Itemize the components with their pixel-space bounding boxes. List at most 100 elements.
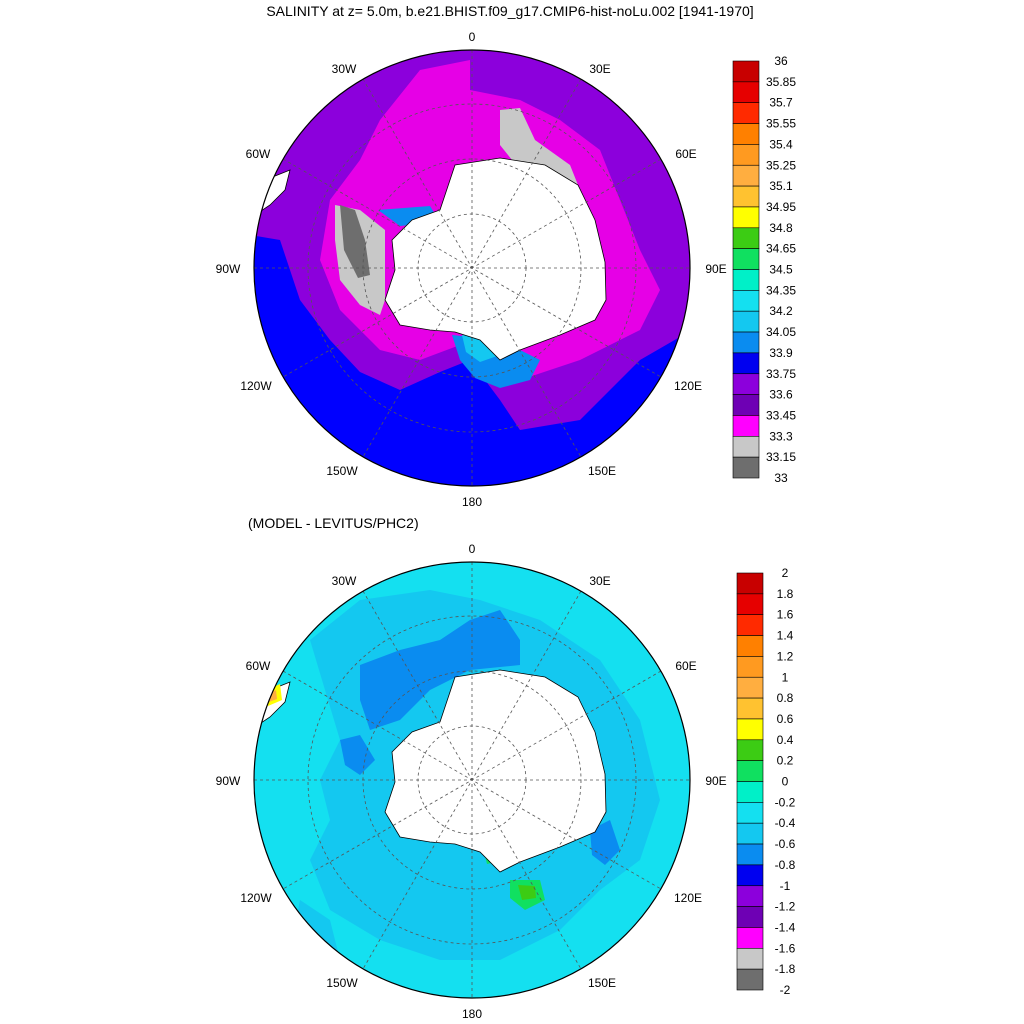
colorbar-swatch: [732, 415, 760, 437]
colorbar-swatch: [732, 123, 760, 145]
lon-label-30w: 30W: [332, 574, 357, 588]
colorbar-level-label: 0.2: [777, 754, 794, 768]
lon-label-30w: 30W: [332, 62, 357, 76]
colorbar-swatch: [732, 206, 760, 229]
colorbar-level-label: 34.05: [766, 325, 796, 339]
colorbar-swatch: [736, 864, 764, 887]
lon-label-180: 180: [462, 495, 482, 509]
lon-label-120w: 120W: [240, 379, 272, 393]
lon-label-120w: 120W: [240, 891, 272, 905]
antarctica-landmass: [384, 157, 607, 361]
lon-label-180: 180: [462, 1007, 482, 1021]
colorbar-level-label: 35.85: [766, 75, 796, 89]
lon-label-0: 0: [469, 30, 476, 44]
salinity-lon-labels: 0 30E 60E 90E 120E 150E 180 150W 120W 90…: [216, 30, 727, 509]
colorbar-swatch: [732, 310, 760, 333]
colorbar-swatch: [736, 843, 764, 866]
colorbar-swatch: [736, 968, 764, 991]
colorbar-level-label: 33: [774, 471, 788, 485]
salinity-graticule: [254, 50, 690, 486]
lon-label-120e: 120E: [674, 891, 702, 905]
colorbar-level-label: -2: [780, 983, 791, 997]
colorbar-swatch: [736, 614, 764, 636]
colorbar-level-label: 1.8: [777, 587, 794, 601]
colorbar-level-label: -1.2: [775, 900, 796, 914]
colorbar-swatch: [736, 656, 764, 678]
dark-grey-shelf-region: [340, 205, 370, 278]
colorbar-swatch: [732, 352, 760, 375]
colorbar-level-label: 35.4: [769, 137, 793, 151]
lon-label-30e: 30E: [589, 62, 610, 76]
difference-coastal-region-east: [590, 820, 620, 865]
lon-label-90w: 90W: [216, 774, 241, 788]
colorbar-level-label: 35.55: [766, 117, 796, 131]
colorbar-swatch: [732, 456, 760, 479]
colorbar-swatch: [732, 60, 760, 83]
colorbar-level-label: -0.4: [775, 816, 796, 830]
difference-coastal-region: [360, 610, 520, 730]
colorbar-level-label: 35.1: [769, 179, 793, 193]
lon-label-150e: 150E: [588, 464, 616, 478]
lon-label-0: 0: [469, 542, 476, 556]
difference-lon-labels: 0 30E 60E 90E 120E 150E 180 150W 120W 90…: [216, 542, 727, 1021]
colorbar-swatch: [732, 227, 760, 249]
lon-label-150w: 150W: [326, 464, 358, 478]
colorbar-swatch: [736, 781, 764, 803]
lon-label-60w: 60W: [246, 147, 271, 161]
salinity-panel-title: SALINITY at z= 5.0m, b.e21.BHIST.f09_g17…: [266, 3, 753, 19]
difference-coastal-region-ross: [340, 735, 375, 775]
lon-label-60e: 60E: [675, 659, 696, 673]
difference-graticule: [254, 562, 690, 998]
lon-label-90e: 90E: [705, 774, 726, 788]
colorbar-swatch: [736, 822, 764, 845]
colorbar-swatch: [736, 927, 764, 949]
colorbar-swatch: [732, 164, 760, 187]
lon-label-90w: 90W: [216, 262, 241, 276]
salinity-panel: SALINITY at z= 5.0m, b.e21.BHIST.f09_g17…: [216, 3, 797, 509]
salinity-colorbar: 36 35.85 35.7 35.55 35.4 35.25 35.1 34.95 34.8 34…: [732, 54, 796, 485]
colorbar-swatch: [732, 185, 760, 208]
colorbar-level-label: 1.6: [777, 608, 794, 622]
difference-panel-title: (MODEL - LEVITUS/PHC2): [248, 515, 419, 531]
colorbar-level-label: 34.95: [766, 200, 796, 214]
colorbar-swatch: [736, 676, 764, 699]
colorbar-level-label: 33.15: [766, 450, 796, 464]
colorbar-level-label: 34.35: [766, 283, 796, 297]
colorbar-level-label: -0.2: [775, 795, 796, 809]
colorbar-level-label: -0.6: [775, 837, 796, 851]
colorbar-swatch: [732, 373, 760, 395]
colorbar-swatch: [732, 81, 760, 103]
colorbar-level-label: 0.6: [777, 712, 794, 726]
colorbar-level-label: 34.8: [769, 221, 793, 235]
salinity-map: [254, 50, 690, 486]
difference-colorbar: 2 1.8 1.6 1.4 1.2 1 0.8 0.6 0.4 0.2 0 -0.2 -0.4 -0.6 -…: [736, 566, 796, 997]
colorbar-swatch: [736, 885, 764, 907]
colorbar-level-label: 36: [774, 54, 788, 68]
colorbar-swatch: [732, 290, 760, 312]
colorbar-level-label: 35.25: [766, 158, 796, 172]
salinity-map-border: [253, 49, 691, 487]
lon-label-90e: 90E: [705, 262, 726, 276]
colorbar-level-label: 33.3: [769, 429, 793, 443]
colorbar-swatch: [736, 593, 764, 615]
colorbar-level-label: 0.4: [777, 733, 794, 747]
colorbar-swatch: [732, 435, 760, 458]
colorbar-level-label: -1.4: [775, 920, 796, 934]
colorbar-swatch: [732, 269, 760, 291]
colorbar-swatch: [736, 635, 764, 657]
lon-label-60w: 60W: [246, 659, 271, 673]
colorbar-swatch: [732, 394, 760, 416]
colorbar-level-label: 35.7: [769, 96, 793, 110]
colorbar-swatch: [736, 760, 764, 782]
colorbar-level-label: 0: [782, 775, 789, 789]
colorbar-level-label: 34.2: [769, 304, 793, 318]
colorbar-level-label: 34.5: [769, 263, 793, 277]
colorbar-swatch: [736, 718, 764, 741]
positive-anomaly-core: [518, 885, 536, 900]
difference-map-border: [253, 561, 691, 999]
colorbar-level-label: 33.6: [769, 388, 793, 402]
colorbar-swatch: [736, 739, 764, 761]
colorbar-swatch: [732, 144, 760, 166]
colorbar-level-label: -1.6: [775, 941, 796, 955]
